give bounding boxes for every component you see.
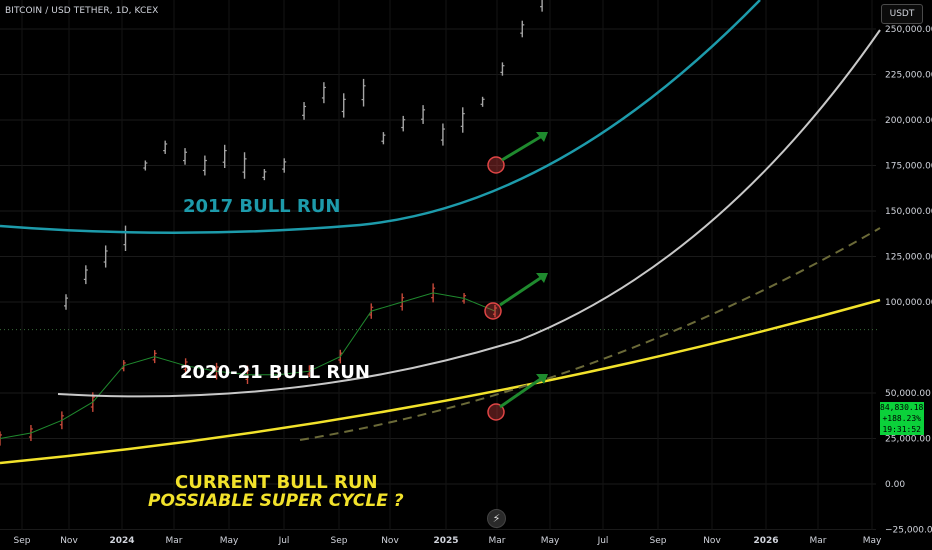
red-marker [487, 156, 505, 174]
y-tick-label: 175,000.00 [885, 162, 932, 172]
markers [484, 132, 548, 421]
x-tick-label: Mar [810, 536, 827, 546]
green-arrow-shaft [499, 376, 543, 409]
gray-trend-curve [57, 29, 881, 398]
x-tick-label: Sep [650, 536, 667, 546]
trend-curves [0, 0, 881, 465]
x-tick-label: Jul [597, 536, 609, 546]
countdown: 19:31:52 [882, 425, 921, 434]
y-tick-label: 100,000.00 [885, 298, 932, 308]
currency-button[interactable]: USDT [881, 4, 923, 24]
dashed-projection-curve [299, 227, 881, 441]
last-price: 84,830.18 [880, 403, 924, 412]
x-tick-label: Mar [489, 536, 506, 546]
x-tick-label: May [541, 536, 560, 546]
x-tick-label: Nov [703, 536, 721, 546]
y-tick-label: 250,000.00 [885, 25, 932, 35]
y-axis[interactable]: 500,000.00475,000.00450,000.00425,000.00… [885, 0, 932, 536]
y-tick-label: −25,000.00 [885, 526, 932, 536]
price-change: +188.23% [882, 414, 921, 423]
x-tick-label: 2026 [753, 536, 778, 546]
y-tick-label: 150,000.00 [885, 207, 932, 217]
x-tick-label: 2024 [109, 536, 134, 546]
x-tick-label: May [220, 536, 239, 546]
red-marker [484, 302, 502, 320]
label-current-bull-run: CURRENT BULL RUN [175, 472, 378, 493]
x-tick-label: Nov [381, 536, 399, 546]
label-2020-bull-run: 2020-21 BULL RUN [180, 362, 370, 383]
x-axis[interactable]: Sep Nov 2024 Mar May Jul Sep Nov 2025 Mar May Jul Se… [14, 536, 882, 546]
x-tick-label: Jul [278, 536, 290, 546]
y-tick-label: 50,000.00 [885, 389, 931, 399]
green-arrow-head [536, 374, 548, 384]
y-tick-label: 200,000.00 [885, 116, 932, 126]
current-price-line [0, 292, 496, 439]
chart-title: BITCOIN / USD TETHER, 1D, KCEX [5, 6, 159, 16]
green-arrow-head [536, 132, 548, 142]
series-2020-candles [64, 0, 543, 310]
x-tick-label: May [863, 536, 882, 546]
x-tick-label: Sep [331, 536, 348, 546]
label-super-cycle: POSSIABLE SUPER CYCLE ? [148, 491, 404, 511]
label-2017-bull-run: 2017 BULL RUN [183, 196, 340, 217]
grid [0, 0, 880, 530]
y-tick-label: 225,000.00 [885, 71, 932, 81]
x-tick-label: Nov [60, 536, 78, 546]
lightning-icon[interactable]: ⚡ [487, 509, 506, 528]
series-current-candles [0, 283, 497, 446]
x-tick-label: 2025 [433, 536, 458, 546]
last-price-tag: 84,830.18 +188.23% 19:31:52 [880, 402, 924, 435]
yellow-trend-curve [0, 298, 881, 465]
x-tick-label: Sep [14, 536, 31, 546]
green-arrow-shaft [499, 275, 543, 307]
red-marker [487, 403, 505, 421]
green-arrow-head [536, 273, 548, 283]
y-tick-label: 125,000.00 [885, 253, 932, 263]
x-tick-label: Mar [166, 536, 183, 546]
teal-trend-curve [0, 0, 761, 235]
y-tick-label: 0.00 [885, 480, 905, 490]
green-arrow-shaft [501, 134, 543, 162]
y-tick-label: 25,000.00 [885, 435, 931, 445]
